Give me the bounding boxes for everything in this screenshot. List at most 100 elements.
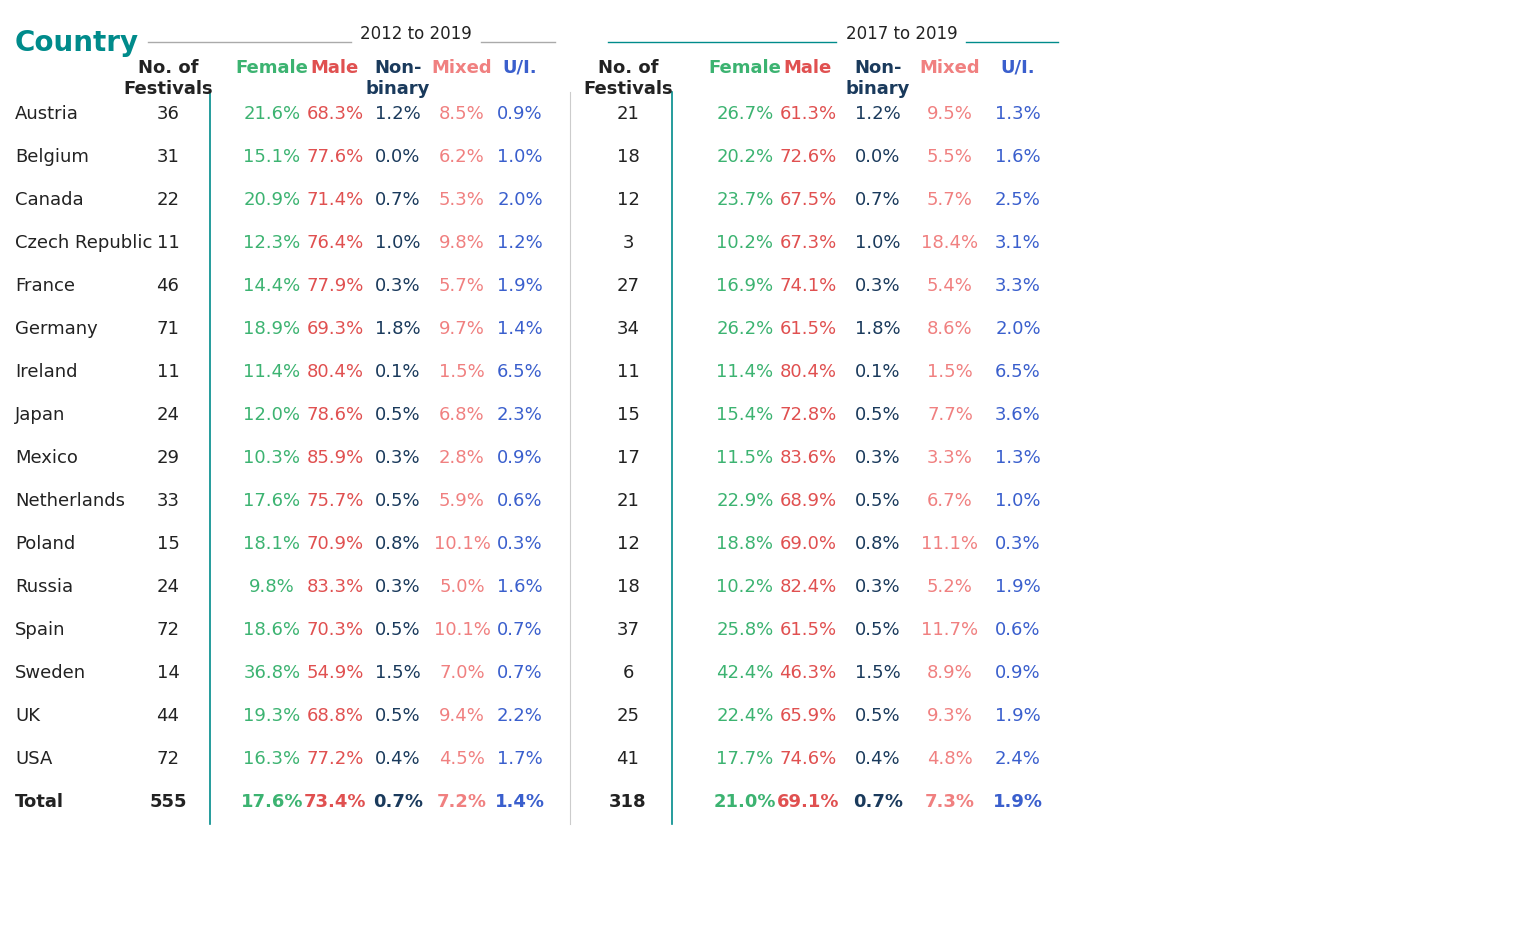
Text: Poland: Poland [15,535,75,553]
Text: 5.9%: 5.9% [439,492,485,510]
Text: 9.7%: 9.7% [439,320,485,338]
Text: 36: 36 [156,105,179,123]
Text: 18.1%: 18.1% [243,535,300,553]
Text: 46: 46 [156,277,179,295]
Text: 70.9%: 70.9% [306,535,364,553]
Text: Mixed: Mixed [920,59,981,77]
Text: 6.8%: 6.8% [439,406,485,424]
Text: 16.3%: 16.3% [243,750,300,768]
Text: 20.2%: 20.2% [716,148,774,166]
Text: 21: 21 [617,105,640,123]
Text: 14: 14 [156,664,179,682]
Text: 72.6%: 72.6% [779,148,837,166]
Text: 0.9%: 0.9% [497,449,543,467]
Text: 31: 31 [156,148,179,166]
Text: 8.6%: 8.6% [927,320,973,338]
Text: 72: 72 [156,621,179,639]
Text: 3.3%: 3.3% [994,277,1040,295]
Text: 19.3%: 19.3% [243,707,300,725]
Text: 1.0%: 1.0% [375,234,421,252]
Text: 3.3%: 3.3% [927,449,973,467]
Text: Male: Male [311,59,360,77]
Text: 0.3%: 0.3% [855,578,901,596]
Text: Netherlands: Netherlands [15,492,125,510]
Text: 80.4%: 80.4% [306,363,364,381]
Text: 1.9%: 1.9% [994,578,1040,596]
Text: Mixed: Mixed [431,59,493,77]
Text: 5.4%: 5.4% [927,277,973,295]
Text: Spain: Spain [15,621,66,639]
Text: 11: 11 [156,363,179,381]
Text: 27: 27 [617,277,640,295]
Text: 0.3%: 0.3% [994,535,1040,553]
Text: 70.3%: 70.3% [306,621,364,639]
Text: 3.6%: 3.6% [994,406,1040,424]
Text: 26.2%: 26.2% [716,320,774,338]
Text: 77.2%: 77.2% [306,750,364,768]
Text: 3: 3 [623,234,633,252]
Text: 67.5%: 67.5% [779,191,837,209]
Text: 11.5%: 11.5% [716,449,774,467]
Text: 10.3%: 10.3% [243,449,300,467]
Text: 78.6%: 78.6% [306,406,364,424]
Text: 318: 318 [609,793,647,811]
Text: 75.7%: 75.7% [306,492,364,510]
Text: 0.4%: 0.4% [855,750,901,768]
Text: 15.1%: 15.1% [243,148,300,166]
Text: 0.8%: 0.8% [375,535,421,553]
Text: 21.0%: 21.0% [715,793,776,811]
Text: 1.4%: 1.4% [497,320,543,338]
Text: Belgium: Belgium [15,148,89,166]
Text: 6: 6 [623,664,633,682]
Text: Female: Female [708,59,782,77]
Text: 1.5%: 1.5% [855,664,901,682]
Text: 15: 15 [617,406,640,424]
Text: 0.7%: 0.7% [375,191,421,209]
Text: 20.9%: 20.9% [243,191,300,209]
Text: 18.8%: 18.8% [716,535,774,553]
Text: 0.9%: 0.9% [994,664,1040,682]
Text: 1.7%: 1.7% [497,750,543,768]
Text: 0.7%: 0.7% [497,664,543,682]
Text: 18.6%: 18.6% [243,621,300,639]
Text: 11: 11 [156,234,179,252]
Text: 7.2%: 7.2% [438,793,487,811]
Text: 1.5%: 1.5% [375,664,421,682]
Text: 44: 44 [156,707,179,725]
Text: 22.4%: 22.4% [716,707,774,725]
Text: 24: 24 [156,578,179,596]
Text: 14.4%: 14.4% [243,277,300,295]
Text: 0.5%: 0.5% [375,707,421,725]
Text: 71: 71 [156,320,179,338]
Text: 7.7%: 7.7% [927,406,973,424]
Text: 0.5%: 0.5% [855,707,901,725]
Text: 8.9%: 8.9% [927,664,973,682]
Text: 69.1%: 69.1% [777,793,840,811]
Text: 1.0%: 1.0% [497,148,543,166]
Text: 68.8%: 68.8% [306,707,364,725]
Text: 85.9%: 85.9% [306,449,364,467]
Text: 1.3%: 1.3% [994,449,1040,467]
Text: Male: Male [783,59,832,77]
Text: 0.3%: 0.3% [855,449,901,467]
Text: 555: 555 [150,793,187,811]
Text: 1.2%: 1.2% [497,234,543,252]
Text: 1.0%: 1.0% [994,492,1040,510]
Text: 0.1%: 0.1% [855,363,901,381]
Text: 22.9%: 22.9% [716,492,774,510]
Text: 12.0%: 12.0% [243,406,300,424]
Text: 0.3%: 0.3% [375,578,421,596]
Text: Czech Republic: Czech Republic [15,234,153,252]
Text: Austria: Austria [15,105,80,123]
Text: 82.4%: 82.4% [779,578,837,596]
Text: 16.9%: 16.9% [716,277,774,295]
Text: 2.0%: 2.0% [497,191,543,209]
Text: 42.4%: 42.4% [716,664,774,682]
Text: 2.2%: 2.2% [497,707,543,725]
Text: 11.4%: 11.4% [716,363,774,381]
Text: 15.4%: 15.4% [716,406,774,424]
Text: 8.5%: 8.5% [439,105,485,123]
Text: 83.3%: 83.3% [306,578,364,596]
Text: 12: 12 [617,535,640,553]
Text: 25: 25 [617,707,640,725]
